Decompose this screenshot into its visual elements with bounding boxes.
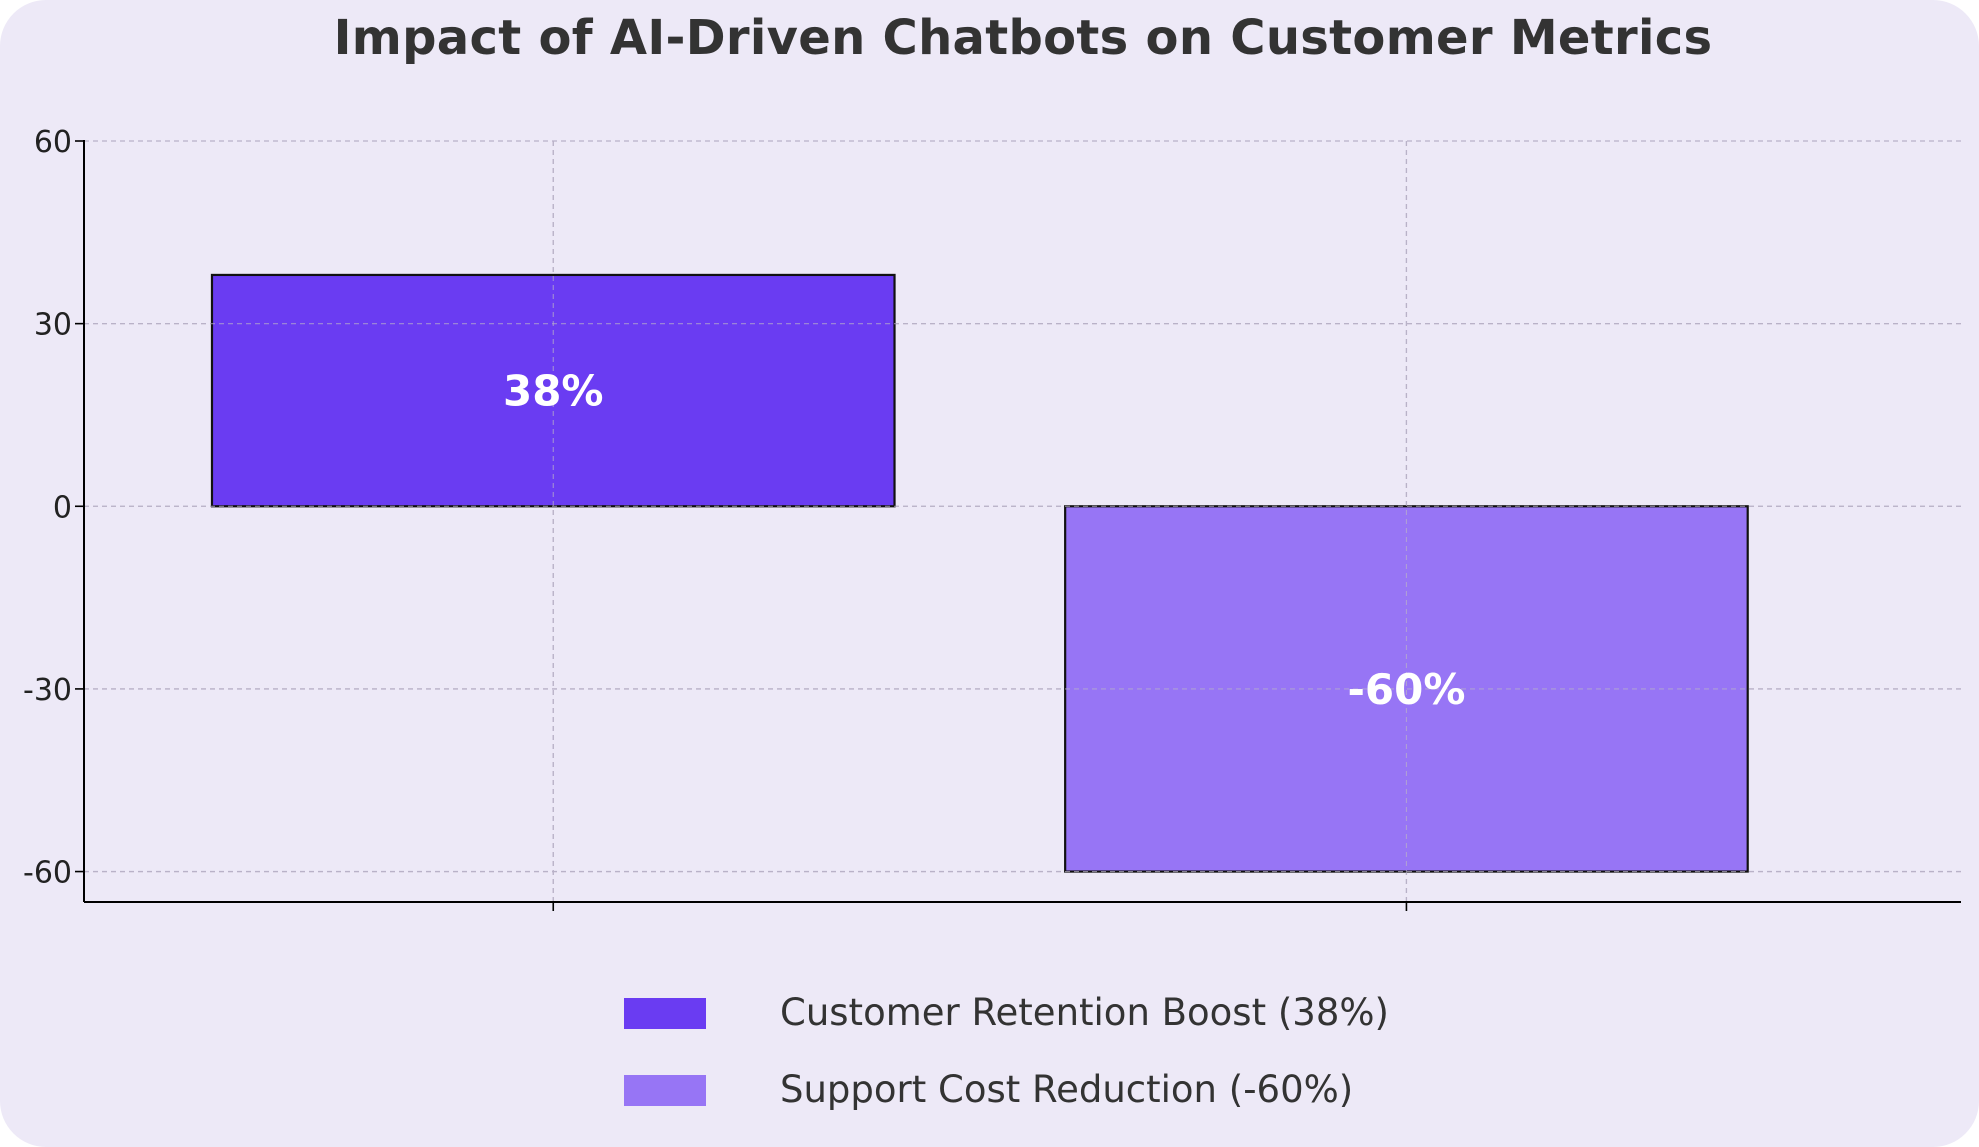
legend-swatch-retention [624,998,706,1029]
y-tick-label: 0 [53,490,72,525]
legend-item-cost: Support Cost Reduction (-60%) [624,1068,1353,1111]
legend-swatch-cost [624,1075,706,1106]
legend-label-retention: Customer Retention Boost (38%) [780,991,1389,1034]
data-label-1: -60% [1347,665,1465,714]
legend-item-retention: Customer Retention Boost (38%) [624,991,1389,1034]
y-tick-label: 60 [34,125,72,160]
data-label-0: 38% [503,367,604,416]
y-tick-label: -60 [23,856,72,891]
y-tick-label: 30 [34,308,72,343]
y-tick-label: -30 [23,673,72,708]
legend-label-cost: Support Cost Reduction (-60%) [780,1068,1354,1111]
chart-title: Impact of AI-Driven Chatbots on Customer… [333,10,1713,66]
